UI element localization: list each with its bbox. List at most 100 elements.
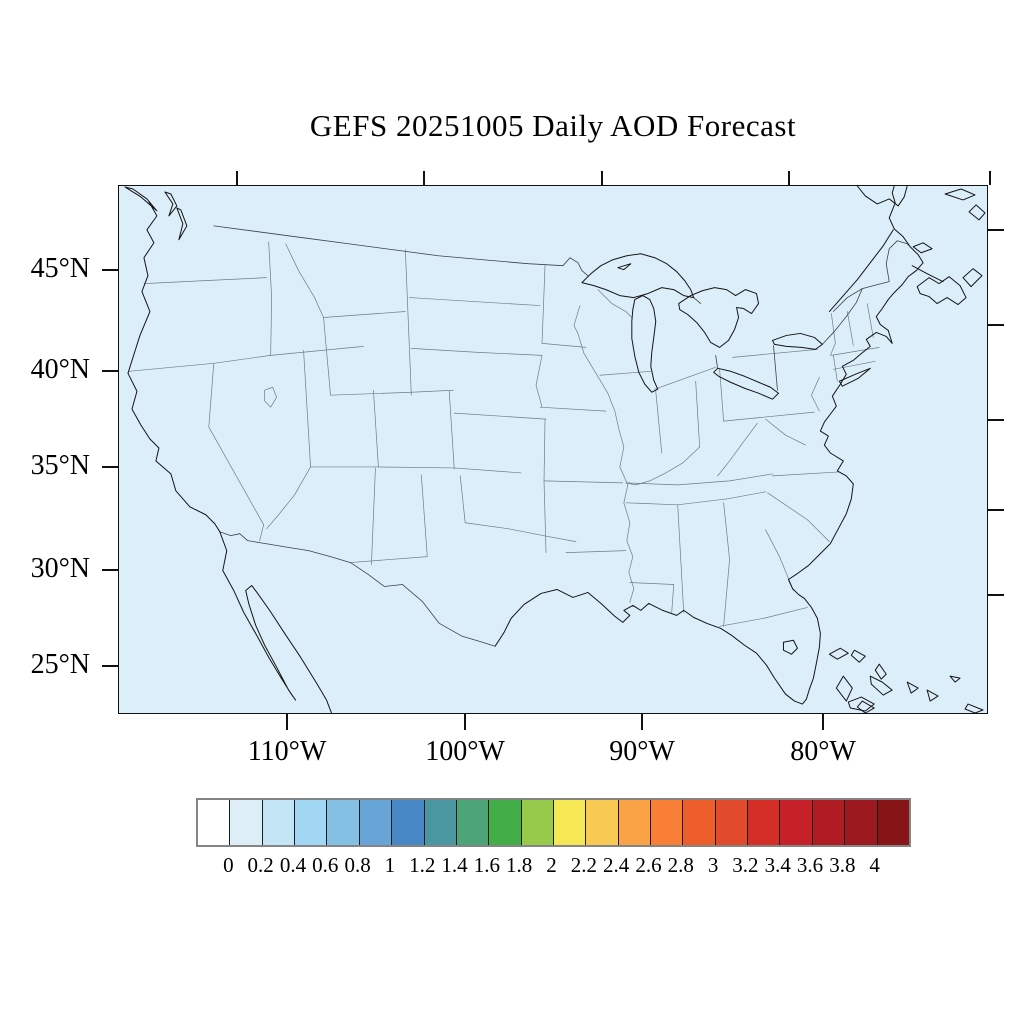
colorbar-tick-label: 2.6 bbox=[635, 853, 662, 877]
colorbar-cell bbox=[553, 800, 587, 845]
state-boundary bbox=[723, 502, 730, 627]
lat-tick-right bbox=[988, 229, 1004, 231]
state-boundary bbox=[408, 297, 541, 306]
colorbar-cell bbox=[359, 800, 393, 845]
colorbar-tick-label: 3 bbox=[707, 853, 719, 877]
state-boundary bbox=[625, 446, 701, 486]
state-boundary bbox=[597, 289, 633, 318]
coastline bbox=[906, 681, 919, 694]
national-boundary bbox=[219, 531, 496, 647]
state-boundary bbox=[695, 380, 701, 448]
map-frame bbox=[118, 185, 988, 714]
lat-label: 40°N bbox=[30, 354, 90, 385]
lon-tick bbox=[641, 714, 643, 730]
colorbar-tick-label: 2.8 bbox=[667, 853, 694, 877]
national-boundary bbox=[832, 288, 863, 312]
colorbar-tick-label: 2 bbox=[546, 853, 557, 877]
state-boundary bbox=[655, 390, 663, 454]
coastline bbox=[949, 675, 961, 683]
coastline bbox=[771, 332, 823, 350]
state-boundary bbox=[543, 480, 547, 553]
conus-map bbox=[124, 186, 986, 713]
lon-tick-top bbox=[423, 171, 425, 185]
lat-tick-right bbox=[988, 419, 1004, 421]
colorbar-cell bbox=[715, 800, 749, 845]
state-boundary bbox=[448, 390, 455, 470]
lat-label: 25°N bbox=[30, 649, 90, 680]
state-boundary bbox=[310, 466, 522, 474]
state-boundary bbox=[543, 480, 624, 484]
lat-label: 30°N bbox=[30, 553, 90, 584]
state-boundary bbox=[830, 313, 836, 356]
colorbar-tick-label: 3.4 bbox=[764, 853, 791, 877]
state-boundary bbox=[719, 607, 808, 627]
state-boundary bbox=[625, 491, 766, 506]
colorbar-tick-label: 1.8 bbox=[506, 853, 533, 877]
colorbar-tick-label: 0.8 bbox=[344, 853, 371, 877]
lat-label: 35°N bbox=[30, 450, 90, 481]
lon-label: 100°W bbox=[425, 736, 505, 767]
colorbar-cell bbox=[780, 800, 813, 845]
lon-tick-top bbox=[601, 171, 603, 185]
colorbar-tick-label: 3.6 bbox=[796, 853, 824, 877]
coastline bbox=[782, 639, 798, 655]
state-boundary bbox=[719, 368, 724, 422]
colorbar-cell bbox=[489, 800, 522, 845]
coastline bbox=[944, 188, 976, 201]
state-boundary bbox=[264, 386, 277, 408]
coastline bbox=[912, 242, 933, 254]
state-boundary bbox=[350, 474, 428, 563]
state-boundary bbox=[723, 411, 815, 422]
coastline bbox=[828, 647, 849, 660]
state-boundary bbox=[208, 362, 265, 542]
lat-tick bbox=[102, 569, 118, 571]
coastline bbox=[617, 263, 632, 271]
colorbar-cell bbox=[295, 800, 328, 845]
coastline bbox=[124, 186, 158, 212]
state-boundary bbox=[539, 406, 607, 412]
state-boundary bbox=[266, 466, 311, 530]
colorbar-cell bbox=[424, 800, 457, 845]
coastline bbox=[847, 696, 875, 712]
colorbar-cell bbox=[521, 800, 554, 845]
state-boundary bbox=[599, 370, 652, 376]
lon-tick bbox=[286, 714, 288, 730]
colorbar-tick-label: 0.6 bbox=[312, 853, 339, 877]
lon-tick-top bbox=[788, 171, 790, 185]
lat-tick-right bbox=[988, 594, 1004, 596]
coastline bbox=[164, 191, 178, 217]
state-boundary bbox=[303, 350, 311, 468]
colorbar-cell bbox=[586, 800, 619, 845]
national-boundary bbox=[821, 240, 911, 345]
state-boundary bbox=[846, 311, 854, 346]
coastline bbox=[850, 649, 866, 663]
state-boundary bbox=[373, 389, 379, 468]
colorbar-cell bbox=[877, 800, 909, 845]
colorbar-tick-label: 0 bbox=[223, 853, 234, 877]
coastline bbox=[874, 663, 887, 680]
colorbar-cell bbox=[748, 800, 781, 845]
state-boundary bbox=[541, 265, 546, 344]
coastline bbox=[127, 201, 333, 713]
state-boundary bbox=[732, 349, 818, 358]
lat-tick-right bbox=[988, 324, 1004, 326]
colorbar-cell bbox=[651, 800, 684, 845]
coastline bbox=[856, 700, 875, 713]
coastline bbox=[911, 265, 944, 283]
national-boundary bbox=[693, 297, 702, 304]
state-boundary bbox=[866, 303, 874, 338]
national-boundary bbox=[715, 354, 719, 369]
state-boundary bbox=[654, 366, 716, 390]
state-boundary bbox=[453, 412, 547, 420]
state-boundary bbox=[323, 311, 406, 318]
state-boundary bbox=[831, 347, 880, 356]
lat-tick bbox=[102, 370, 118, 372]
state-boundary bbox=[543, 418, 546, 482]
state-boundary bbox=[625, 473, 773, 486]
state-boundary bbox=[811, 376, 820, 412]
state-boundary bbox=[285, 243, 324, 318]
state-boundary bbox=[330, 389, 454, 396]
coastline bbox=[926, 689, 939, 702]
state-boundary bbox=[459, 475, 577, 542]
